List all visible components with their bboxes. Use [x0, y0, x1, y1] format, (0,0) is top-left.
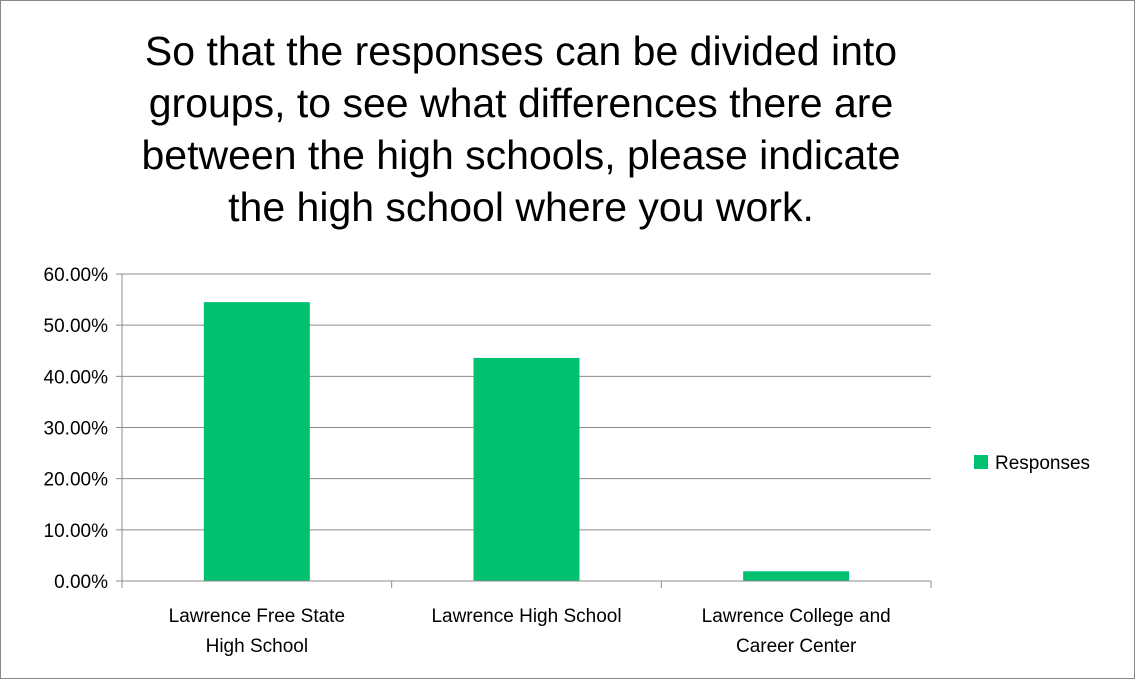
bar — [473, 357, 580, 581]
y-tick-label: 50.00% — [44, 316, 109, 337]
y-tick-label: 0.00% — [54, 572, 108, 593]
x-tick-label: Lawrence College and Career Center — [702, 606, 891, 657]
y-tick-label: 60.00% — [44, 265, 109, 286]
y-tick-label: 40.00% — [44, 367, 109, 388]
bar — [743, 571, 850, 581]
bars — [203, 302, 850, 581]
bar — [203, 302, 310, 581]
x-tick-label: Lawrence Free State High School — [169, 606, 345, 657]
y-tick-label: 30.00% — [44, 419, 109, 440]
y-axis-ticks: 0.00% 10.00% 20.00% 30.00% 40.00% 50.00% 60.00… — [44, 265, 109, 593]
y-tick-label: 20.00% — [44, 470, 109, 491]
legend-swatch — [974, 455, 988, 469]
legend-label: Responses — [995, 453, 1090, 474]
y-tick-label: 10.00% — [44, 521, 109, 542]
x-tick-label: Lawrence High School — [431, 606, 621, 627]
x-axis: Lawrence Free State High School Lawrence H… — [121, 580, 932, 657]
legend: Responses — [974, 453, 1090, 474]
chart-title: So that the responses can be divided int… — [141, 28, 901, 230]
